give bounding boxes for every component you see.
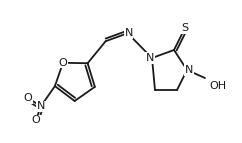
Text: OH: OH (209, 81, 227, 91)
Text: O: O (59, 58, 67, 68)
Text: N: N (37, 101, 45, 111)
Text: N: N (185, 65, 193, 75)
Text: N: N (146, 53, 154, 63)
Text: N: N (124, 28, 133, 38)
Text: O: O (31, 115, 40, 125)
Text: S: S (182, 23, 189, 33)
Text: O: O (23, 93, 32, 103)
